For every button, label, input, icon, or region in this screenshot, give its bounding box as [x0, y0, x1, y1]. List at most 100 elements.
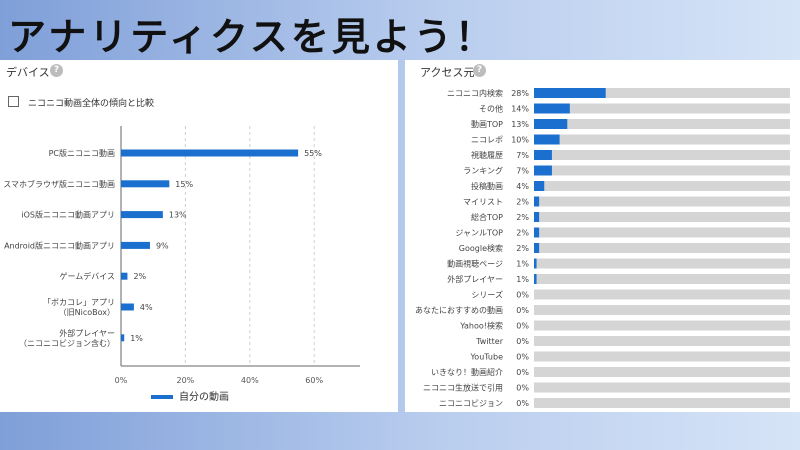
category-label: （旧NicoBox） [59, 308, 115, 317]
bar-track [534, 351, 790, 362]
data-label: 0% [516, 337, 529, 346]
data-label: 15% [175, 180, 193, 189]
access-panel-title: アクセス元 [420, 66, 475, 79]
data-label: 2% [516, 198, 529, 207]
bar-track [534, 227, 790, 238]
data-label: 0% [516, 322, 529, 331]
category-label: 総合TOP [471, 212, 503, 222]
data-label: 7% [516, 151, 529, 160]
bar-track [534, 103, 790, 114]
bar-track [534, 134, 790, 145]
data-label: 2% [516, 244, 529, 253]
bar [121, 241, 150, 249]
category-label: Google検索 [459, 243, 503, 253]
category-label: その他 [479, 104, 503, 114]
bar [534, 165, 552, 176]
bar [121, 149, 299, 157]
category-label: YouTube [469, 353, 503, 362]
bar [121, 303, 134, 311]
bar [534, 88, 606, 98]
bar-track [534, 305, 790, 315]
data-label: 9% [156, 241, 169, 250]
device-panel-title: デバイス [6, 66, 50, 79]
x-tick-label: 40% [241, 376, 259, 385]
legend-label: 自分の動画 [179, 390, 229, 403]
data-label: 0% [516, 291, 529, 300]
category-label: 投稿動画 [471, 181, 503, 191]
category-label: 動画TOP [471, 120, 503, 129]
bar-track [534, 289, 790, 300]
bar-track [534, 367, 790, 377]
bar [534, 103, 570, 114]
bar-track [534, 398, 790, 408]
bar-track [534, 165, 790, 176]
bar-track [534, 336, 790, 346]
data-label: 0% [516, 368, 529, 377]
data-label: 0% [516, 306, 529, 315]
category-label: ニコレポ [471, 136, 503, 145]
data-label: 1% [516, 275, 529, 284]
data-label: 2% [516, 229, 529, 238]
category-label: 外部プレイヤー [447, 274, 503, 284]
bar [534, 212, 540, 222]
bar [534, 134, 560, 145]
data-label: 10% [511, 136, 529, 145]
compare-checkbox[interactable] [8, 96, 19, 107]
data-label: 2% [516, 213, 529, 222]
data-label: 0% [516, 384, 529, 393]
category-label: Android版ニコニコ動画アプリ [4, 240, 115, 250]
category-label: 視聴履歴 [471, 150, 503, 160]
category-label: 「ボカコレ」アプリ [43, 298, 115, 307]
category-label: 動画視聴ページ [447, 259, 503, 269]
category-label: ジャンルTOP [455, 229, 503, 238]
bar [534, 243, 540, 253]
bar-track [534, 274, 790, 284]
access-source-chart: ニコニコ内検索 28% その他 14% 動画TOP 13% ニコレポ 10% 視聴履歴 7% ランキ… [415, 88, 790, 408]
bar-track [534, 181, 790, 191]
category-label: いきなり！動画紹介 [431, 367, 503, 377]
category-label: スマホブラウザ版ニコニコ動画 [3, 179, 115, 189]
data-label: 55% [304, 149, 322, 158]
device-panel: デバイス ? ニコニコ動画全体の傾向と比較 0% 20% 40% 60% 55% PC版ニ… [0, 60, 398, 412]
bar-track [534, 150, 790, 160]
x-tick-label: 0% [115, 376, 128, 385]
category-label: ニコニコ内検索 [447, 88, 503, 98]
bar [534, 150, 552, 160]
category-label: ニコニコ生放送で引用 [423, 383, 503, 393]
bar [534, 258, 537, 269]
category-label: Yahoo!検索 [459, 321, 503, 331]
device-chart: 0% 20% 40% 60% 55% PC版ニコニコ動画 15% スマホブラウザ版ニコニコ動画… [3, 126, 360, 403]
category-label: マイリスト [463, 198, 503, 207]
bar [534, 227, 540, 238]
help-icon[interactable]: ? [473, 64, 486, 77]
bar-track [534, 382, 790, 393]
category-label: あなたにおすすめの動画 [415, 306, 503, 315]
data-label: 4% [516, 182, 529, 191]
category-label: Twitter [475, 337, 504, 346]
bar [534, 196, 540, 207]
bar [534, 274, 537, 284]
data-label: 2% [133, 272, 146, 281]
category-label: ランキング [463, 166, 503, 176]
category-label: ニコニコビジョン [439, 399, 503, 408]
data-label: 1% [516, 260, 529, 269]
bar [121, 334, 125, 342]
bar-track [534, 119, 790, 129]
bar [121, 272, 128, 280]
help-icon[interactable]: ? [50, 64, 63, 77]
x-tick-label: 20% [177, 376, 195, 385]
bar-track [534, 320, 790, 331]
page-title: アナリティクスを見よう！ [8, 15, 496, 59]
bar-track [534, 196, 790, 207]
data-label: 1% [130, 334, 143, 343]
category-label: 外部プレイヤー [59, 328, 115, 338]
data-label: 13% [169, 211, 187, 220]
category-label: iOS版ニコニコ動画アプリ [21, 210, 115, 220]
category-label: ゲームデバイス [59, 271, 115, 281]
category-label: （ニコニコビジョン含む） [19, 338, 115, 348]
bar-track [534, 243, 790, 253]
category-label: シリーズ [471, 290, 503, 300]
bar [534, 181, 545, 191]
access-source-panel: アクセス元 ? ニコニコ内検索 28% その他 14% 動画TOP 13% ニコレポ 10% 視… [405, 60, 800, 412]
bar-track [534, 212, 790, 222]
